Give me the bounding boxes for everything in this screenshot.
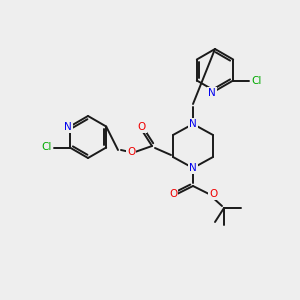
Text: Cl: Cl (251, 76, 261, 85)
Text: O: O (169, 189, 177, 199)
Text: O: O (209, 189, 217, 199)
Text: O: O (138, 122, 146, 132)
Text: O: O (127, 147, 135, 157)
Text: N: N (189, 119, 197, 129)
Text: N: N (208, 88, 216, 98)
Text: N: N (64, 122, 72, 131)
Text: N: N (189, 163, 197, 173)
Text: Cl: Cl (42, 142, 52, 152)
